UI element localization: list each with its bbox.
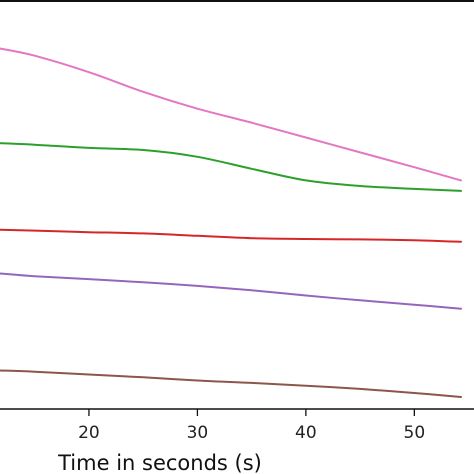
x-tick-label: 30 [187, 423, 209, 443]
series-layer [0, 47, 462, 398]
x-tick-label: 50 [404, 423, 426, 443]
series-line-3 [0, 228, 462, 243]
series-line-5 [0, 369, 462, 398]
x-tick-label: 40 [295, 423, 317, 443]
series-line-1 [0, 47, 462, 182]
series-line-4 [0, 272, 462, 310]
series-line-2 [0, 142, 462, 192]
x-ticks: 20 30 40 50 [78, 409, 425, 443]
x-axis-label: Time in seconds (s) [57, 451, 262, 474]
x-tick-label: 20 [78, 423, 100, 443]
